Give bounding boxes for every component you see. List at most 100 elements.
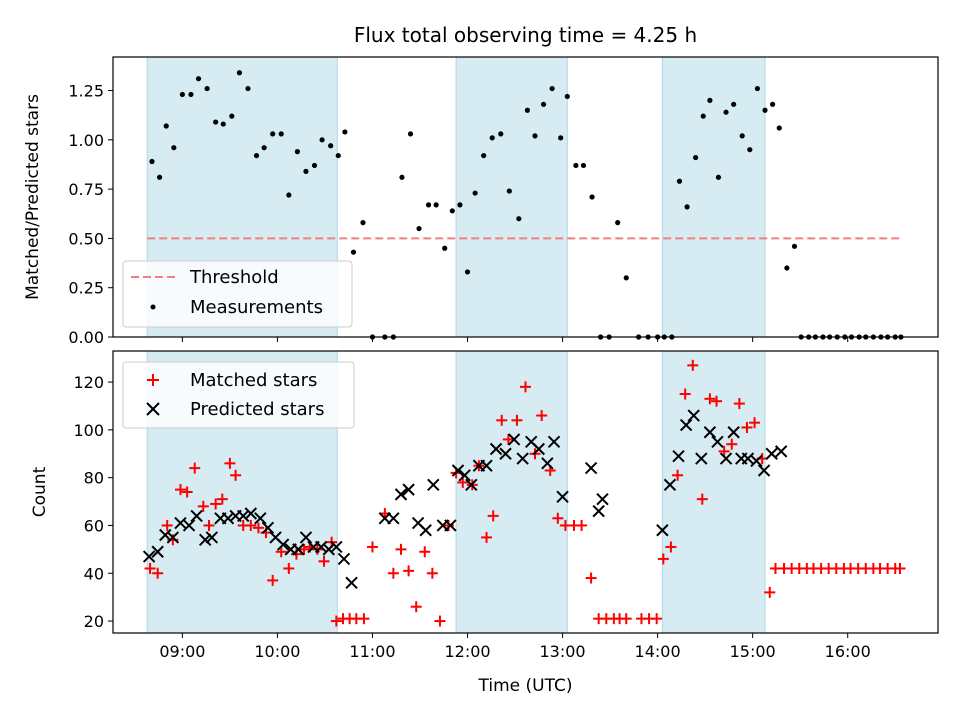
y-tick-label: 120	[73, 373, 104, 392]
measurement-point	[573, 162, 579, 169]
predicted-stars-point	[387, 512, 400, 525]
x-tick-label: 13:00	[540, 642, 586, 661]
measurement-point	[564, 93, 570, 100]
measurement-point	[457, 202, 463, 208]
predicted-stars-point	[427, 478, 440, 492]
measurement-point	[580, 162, 587, 169]
top-panel-frame	[112, 56, 939, 338]
bottom-y-axis-label: Count	[30, 466, 50, 517]
matched-stars-point	[419, 546, 431, 558]
matched-stars-point	[620, 613, 632, 625]
matched-stars-point	[275, 546, 287, 558]
measurement-point	[270, 131, 276, 137]
matched-stars-point	[216, 493, 228, 505]
predicted-stars-point	[507, 433, 521, 446]
measurement-point	[303, 168, 309, 174]
predicted-stars-point	[679, 418, 693, 432]
matched-stars-point	[552, 512, 564, 524]
matched-stars-point	[679, 388, 691, 400]
measurement-point	[684, 204, 690, 210]
measurement-point	[707, 97, 713, 103]
measurement-point	[204, 85, 210, 92]
measurement-point	[278, 131, 284, 137]
measurement-point	[615, 220, 621, 226]
matched-stars-point	[283, 562, 295, 574]
matched-stars-point	[733, 398, 745, 410]
measurement-point	[739, 133, 745, 139]
matched-stars-point	[657, 553, 669, 565]
measurement-point	[163, 123, 169, 129]
predicted-stars-point	[556, 490, 569, 503]
measurement-point	[425, 202, 432, 208]
matched-stars-point	[457, 476, 469, 488]
matched-stars-point	[330, 615, 342, 627]
y-tick-label: 80	[84, 469, 104, 488]
matched-stars-point	[298, 543, 310, 555]
measurement-point	[549, 85, 555, 92]
measurement-point	[700, 113, 706, 119]
measurement-point	[754, 85, 761, 92]
measurement-point	[311, 162, 318, 169]
bottom-legend-box	[122, 361, 355, 429]
measurement-point	[319, 137, 325, 143]
y-tick-label: 100	[73, 421, 104, 440]
matched-stars-point	[711, 395, 723, 407]
matched-stars-point	[245, 519, 257, 531]
predicted-stars-point	[254, 512, 267, 525]
predicted-stars-point	[695, 452, 708, 465]
top-series	[147, 70, 904, 340]
measurement-point	[623, 275, 629, 281]
observation-span	[455, 350, 568, 634]
predicted-stars-point	[532, 442, 546, 456]
matched-stars-point	[318, 555, 330, 567]
y-tick-label: 1.25	[68, 82, 104, 101]
matched-stars-point	[696, 493, 708, 505]
measurement-point	[498, 131, 504, 137]
matched-stars-point	[161, 519, 173, 531]
measurement-point	[532, 133, 538, 139]
measurement-point	[776, 125, 782, 131]
predicted-stars-point	[750, 454, 763, 468]
measurement-point	[433, 202, 439, 208]
matched-stars-point	[749, 417, 761, 429]
predicted-stars-point	[663, 478, 677, 492]
measurement-point	[213, 119, 219, 125]
matched-stars-point	[536, 410, 548, 422]
matched-stars-point	[764, 586, 776, 598]
predicted-stars-point	[480, 459, 493, 472]
measurement-point	[449, 208, 455, 214]
predicted-stars-point	[330, 540, 343, 554]
predicted-stars-point	[190, 509, 203, 523]
matched-stars-point	[741, 421, 753, 433]
matched-stars-point	[387, 567, 399, 579]
matched-stars-point	[203, 519, 215, 531]
measurement-point	[589, 194, 595, 200]
measurement-point	[506, 188, 512, 194]
matched-stars-point	[704, 393, 716, 405]
measurement-point	[715, 174, 722, 180]
measurement-point	[442, 245, 448, 251]
predicted-stars-point	[299, 531, 313, 544]
predicted-stars-point	[151, 545, 164, 558]
measurement-point	[220, 121, 226, 127]
matched-stars-point	[366, 541, 378, 553]
matched-stars-point	[181, 486, 193, 498]
measurement-point	[770, 101, 776, 107]
predicted-stars-point	[314, 540, 328, 554]
measurement-point	[676, 178, 683, 184]
predicted-stars-point	[516, 452, 529, 465]
x-tick-label: 14:00	[635, 642, 681, 661]
predicted-stars-point	[205, 531, 219, 544]
matched-stars-point	[487, 510, 499, 522]
predicted-stars-point	[337, 552, 351, 566]
measurement-point	[516, 216, 522, 222]
matched-stars-point	[434, 615, 446, 627]
predicted-stars-point	[711, 435, 724, 449]
predicted-stars-point	[596, 492, 609, 506]
matched-stars-point	[687, 359, 699, 371]
matched-stars-point	[410, 601, 422, 613]
measurement-point	[540, 101, 547, 107]
measurement-point	[342, 129, 348, 135]
predicted-stars-point	[419, 524, 432, 537]
measurement-point	[229, 113, 235, 119]
